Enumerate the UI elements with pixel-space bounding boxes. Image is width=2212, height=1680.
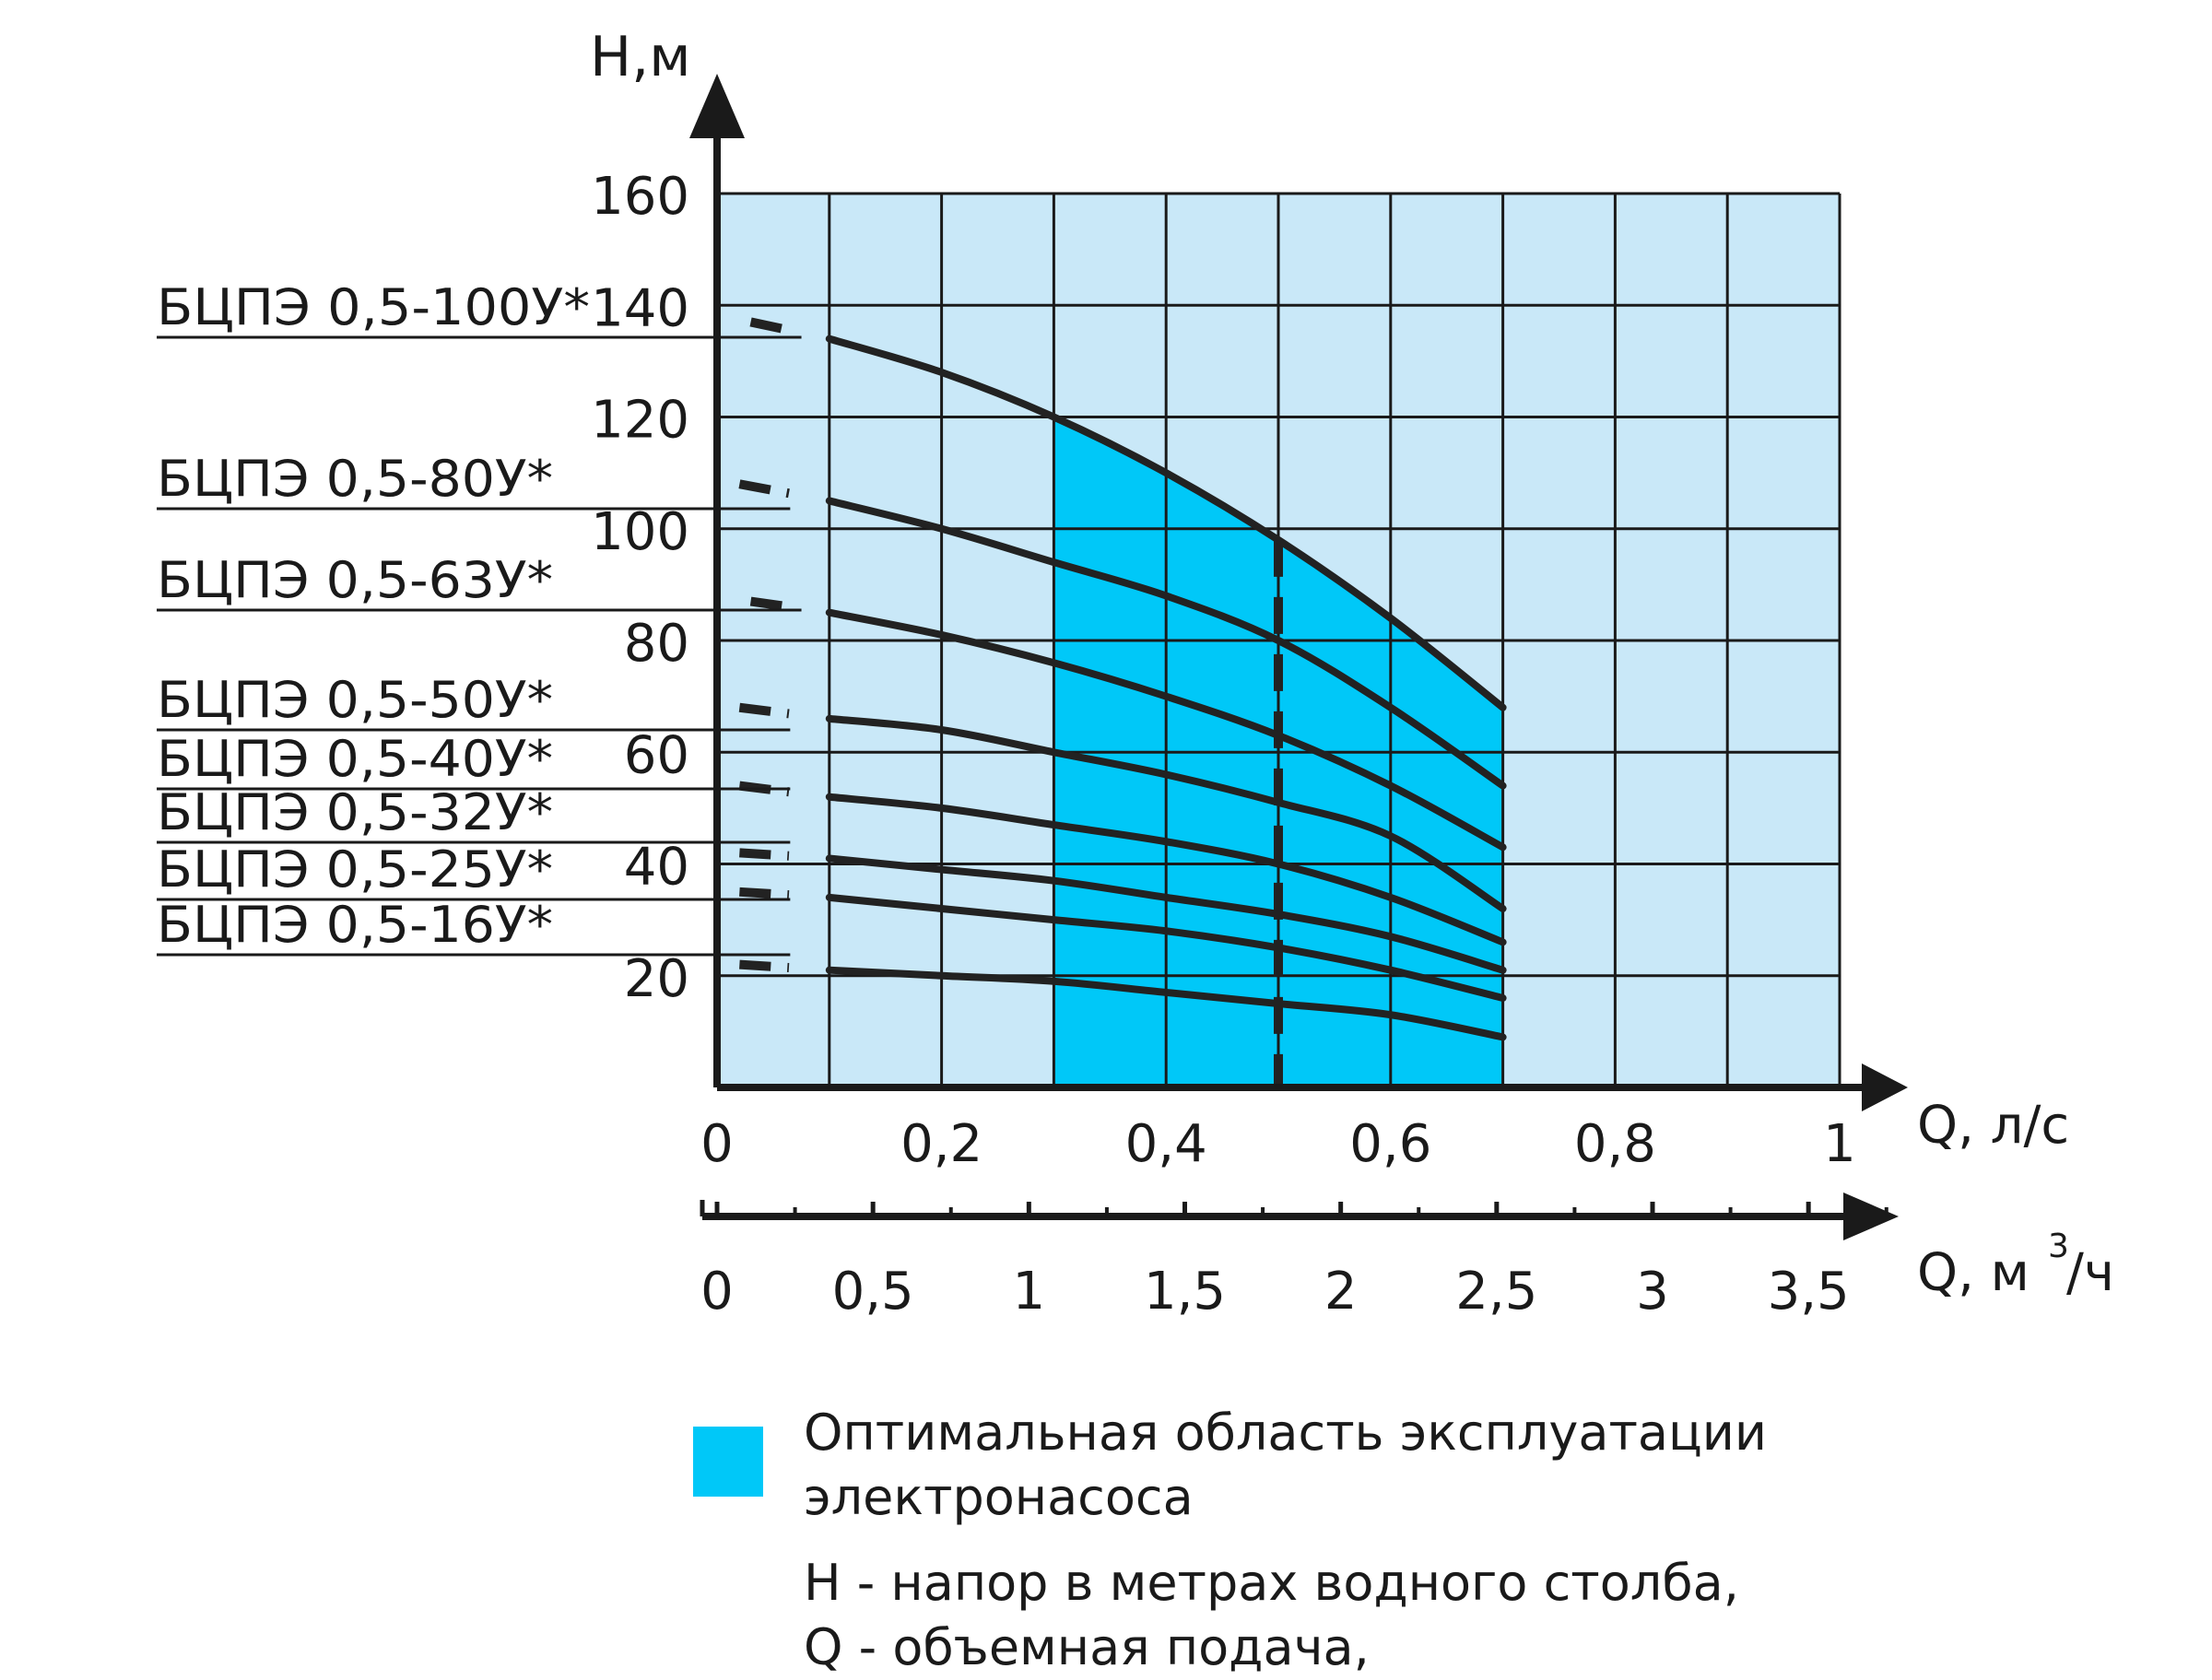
y-tick-label: 160 xyxy=(591,167,689,227)
y-tick-label: 100 xyxy=(591,502,689,562)
series-line-6 xyxy=(825,854,1507,974)
series-label-8: БЦПЭ 0,5-16У* xyxy=(157,896,553,954)
series-line-7 xyxy=(825,893,1507,1002)
x2-tick-label: 2 xyxy=(1324,1262,1358,1322)
x-tick-label: 0,8 xyxy=(1574,1114,1656,1174)
legend-optimal-label: Оптимальная область эксплуатации электро… xyxy=(804,1404,1767,1526)
series-line-5 xyxy=(825,793,1507,946)
x2-axis-arrow xyxy=(1843,1192,1899,1240)
y-axis-arrow xyxy=(689,74,745,138)
series-line-3 xyxy=(825,608,1507,852)
series-line-1 xyxy=(825,335,1507,711)
y-axis-title: H,м xyxy=(590,25,690,89)
x-tick-label: 1 xyxy=(1823,1114,1856,1174)
x2-tick-label: 1,5 xyxy=(1144,1262,1226,1322)
series-label-3: БЦПЭ 0,5-63У* xyxy=(157,551,553,609)
x-tick-label: 0,2 xyxy=(900,1114,982,1174)
series-dash-2 xyxy=(738,479,790,499)
x-axis-arrow xyxy=(1862,1063,1908,1111)
series-label-7: БЦПЭ 0,5-25У* xyxy=(157,840,553,899)
x-tick-label: 0,6 xyxy=(1349,1114,1431,1174)
series-label-5: БЦПЭ 0,5-40У* xyxy=(157,730,553,788)
y-tick-label: 120 xyxy=(591,391,689,451)
x2-tick-label: 1 xyxy=(1013,1262,1046,1322)
x2-tick-label: 2,5 xyxy=(1455,1262,1537,1322)
series-dash-7 xyxy=(739,887,790,900)
y-tick-label: 20 xyxy=(624,949,689,1009)
series-line-2 xyxy=(825,497,1507,790)
series-dash-8 xyxy=(739,959,790,972)
series-label-6: БЦПЭ 0,5-32У* xyxy=(157,783,553,841)
series-label-4: БЦПЭ 0,5-50У* xyxy=(157,671,553,729)
y-tick-label: 140 xyxy=(591,278,689,338)
x-axis-title: Q, л/с xyxy=(1917,1096,2069,1156)
y-tick-label: 40 xyxy=(624,838,689,898)
y-tick-label: 80 xyxy=(624,614,689,674)
series-dash-6 xyxy=(739,848,790,861)
series-label-1: БЦПЭ 0,5-100У* xyxy=(157,278,590,336)
legend-note: Н - напор в метрах водного столба, Q - о… xyxy=(804,1554,1739,1676)
x2-axis-title-sup: 3 xyxy=(2048,1228,2069,1265)
x2-tick-label: 3,5 xyxy=(1768,1262,1850,1322)
x2-tick-label: 3 xyxy=(1636,1262,1669,1322)
x2-tick-label: 0 xyxy=(700,1262,734,1322)
x2-axis-title-tail: /ч xyxy=(2066,1243,2114,1303)
series-line-4 xyxy=(825,714,1507,912)
x-tick-label: 0,4 xyxy=(1125,1114,1207,1174)
series-dash-3 xyxy=(749,596,795,613)
series-dash-4 xyxy=(738,702,790,719)
series-dash-1 xyxy=(749,317,795,336)
series-label-2: БЦПЭ 0,5-80У* xyxy=(157,450,553,508)
legend-swatch-optimal xyxy=(693,1427,763,1497)
x2-axis-title: Q, м xyxy=(1917,1243,2030,1303)
series-line-8 xyxy=(825,966,1507,1041)
x2-tick-label: 0,5 xyxy=(832,1262,914,1322)
x-tick-label: 0 xyxy=(700,1114,734,1174)
y-tick-label: 60 xyxy=(624,725,689,785)
